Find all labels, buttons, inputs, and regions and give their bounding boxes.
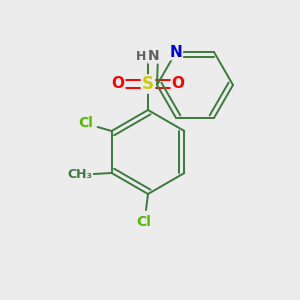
- Text: CH₃: CH₃: [67, 169, 92, 182]
- Text: Cl: Cl: [136, 215, 152, 229]
- Text: H: H: [136, 50, 146, 62]
- Text: O: O: [172, 76, 184, 92]
- Text: O: O: [112, 76, 124, 92]
- Text: N: N: [169, 45, 182, 60]
- Text: S: S: [142, 75, 154, 93]
- Text: N: N: [148, 49, 160, 63]
- Text: Cl: Cl: [78, 116, 93, 130]
